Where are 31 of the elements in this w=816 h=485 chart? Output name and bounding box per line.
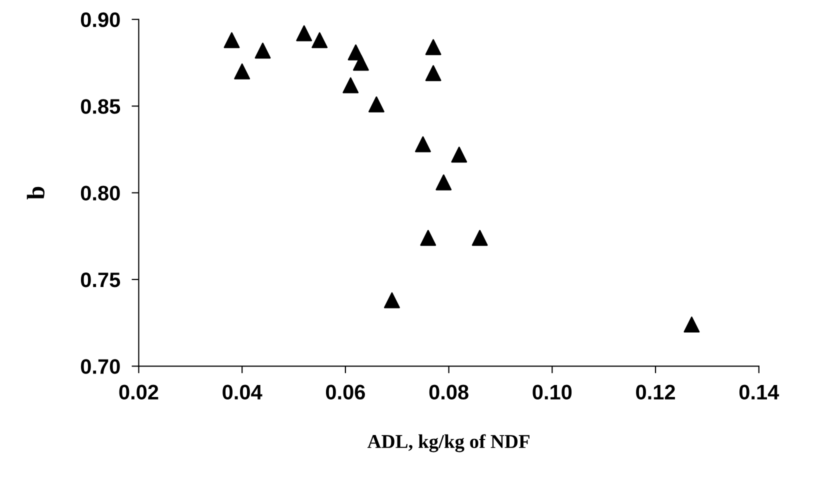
x-tick-label: 0.08 bbox=[429, 384, 468, 400]
x-axis-title: ADL, kg/kg of NDF bbox=[367, 434, 530, 452]
point bbox=[342, 77, 359, 94]
point bbox=[224, 32, 240, 48]
x-tick-label: 0.06 bbox=[326, 384, 365, 400]
y-tick-label: 0.85 bbox=[80, 99, 120, 114]
y-tick-label: 0.90 bbox=[80, 12, 120, 28]
point bbox=[420, 230, 436, 246]
point bbox=[684, 316, 700, 333]
y-tick-label: 0.80 bbox=[80, 186, 120, 201]
point bbox=[384, 292, 400, 308]
y-tick-label: 0.70 bbox=[80, 359, 120, 374]
point bbox=[352, 54, 369, 71]
point bbox=[312, 32, 328, 48]
y-tick-label: 0.75 bbox=[80, 272, 120, 288]
point bbox=[414, 136, 431, 152]
x-tick-label: 0.04 bbox=[222, 384, 262, 400]
point bbox=[425, 39, 442, 56]
x-tick-label: 0.14 bbox=[739, 384, 780, 400]
point bbox=[472, 230, 488, 246]
point bbox=[254, 42, 271, 59]
x-tick-label: 0.12 bbox=[636, 384, 675, 400]
point bbox=[425, 65, 442, 82]
point bbox=[436, 174, 452, 190]
point bbox=[234, 63, 250, 80]
x-tick-label: 0.02 bbox=[119, 384, 158, 400]
point bbox=[368, 96, 384, 112]
point bbox=[451, 146, 468, 163]
y-axis-title: b bbox=[26, 186, 44, 200]
x-tick-label: 0.10 bbox=[532, 384, 572, 400]
point bbox=[296, 25, 312, 42]
